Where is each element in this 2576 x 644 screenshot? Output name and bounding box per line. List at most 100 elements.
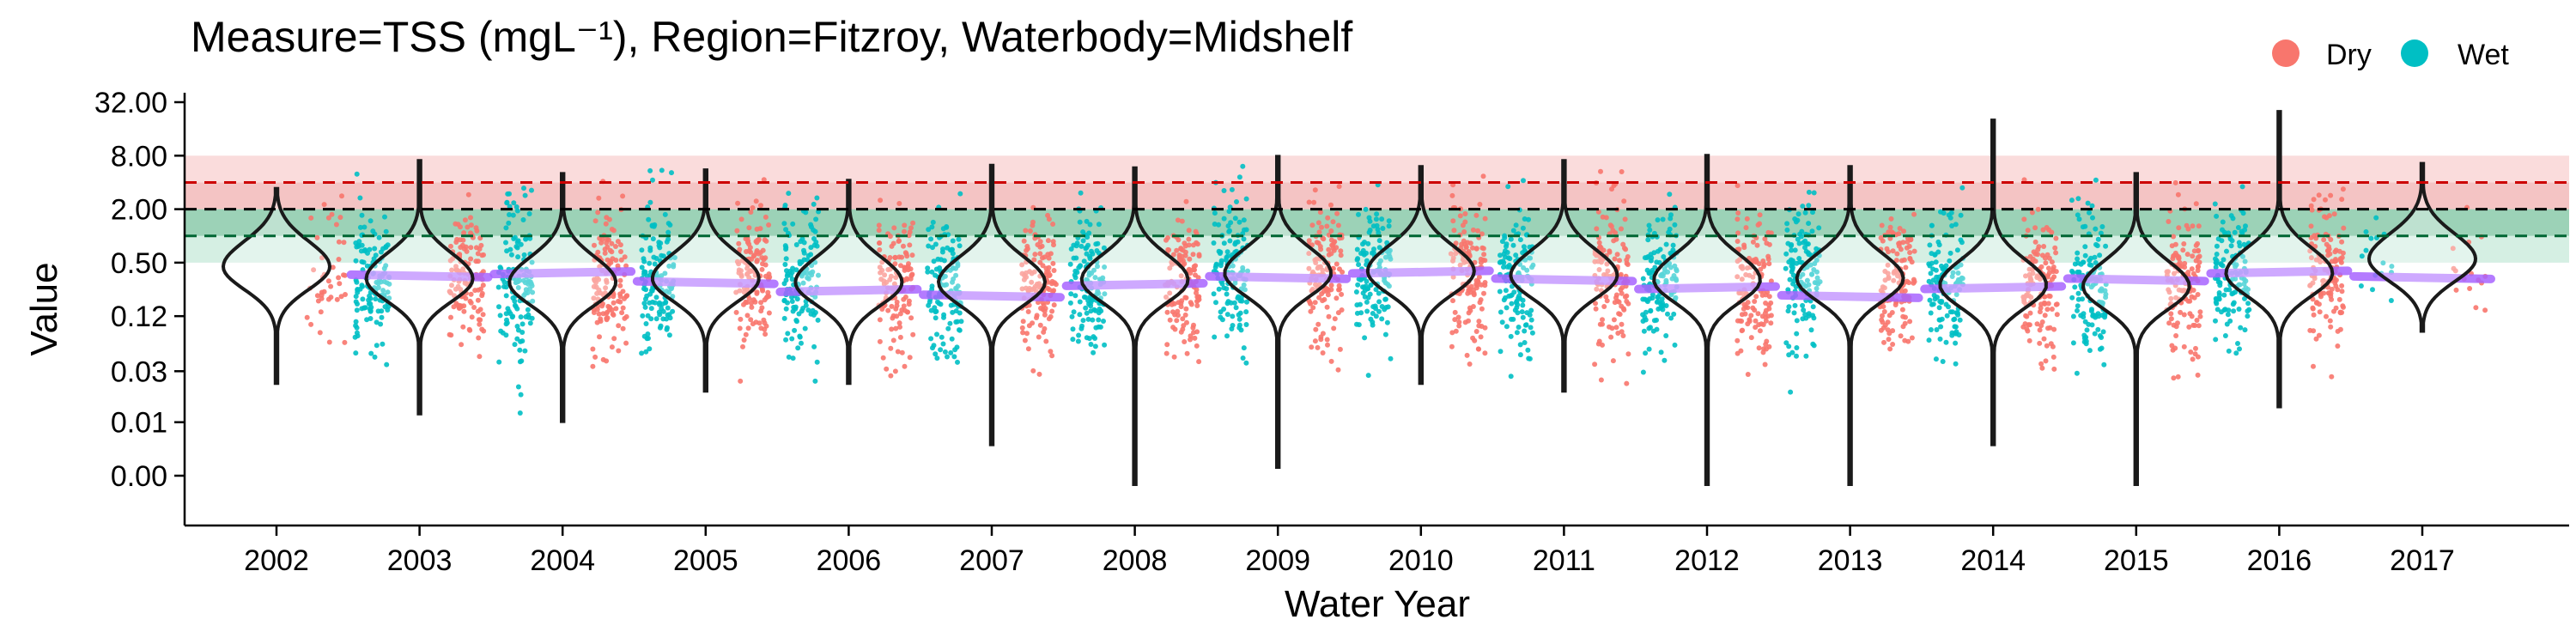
data-point xyxy=(319,255,325,261)
x-tick-label: 2004 xyxy=(530,544,595,577)
data-point xyxy=(1224,254,1230,260)
data-point xyxy=(1316,229,1322,235)
data-point xyxy=(1236,325,1242,331)
data-point xyxy=(1528,307,1534,313)
data-point xyxy=(1213,262,1219,268)
y-tick-label: 0.01 xyxy=(111,407,167,440)
data-point xyxy=(1529,330,1535,336)
data-point xyxy=(462,217,468,223)
data-point xyxy=(1605,268,1611,274)
data-point xyxy=(811,312,817,318)
data-point xyxy=(2327,251,2333,257)
data-point xyxy=(1175,217,1181,223)
data-point xyxy=(1050,222,1056,227)
data-point xyxy=(1743,225,1749,231)
data-point xyxy=(792,327,798,333)
data-point xyxy=(2363,229,2369,234)
data-point xyxy=(1084,310,1090,316)
data-point xyxy=(1313,260,1319,265)
data-point xyxy=(1880,238,1886,244)
data-point xyxy=(738,216,744,222)
data-point xyxy=(342,339,348,345)
data-point xyxy=(2190,288,2196,293)
data-point xyxy=(1514,330,1520,336)
data-point xyxy=(1227,228,1232,234)
data-point xyxy=(877,247,883,252)
data-point xyxy=(935,299,940,305)
data-point xyxy=(378,321,384,327)
data-point xyxy=(1072,275,1078,281)
data-point xyxy=(795,345,801,351)
data-point xyxy=(515,254,521,260)
data-point xyxy=(1757,212,1763,218)
data-point xyxy=(1879,222,1885,228)
data-point xyxy=(2214,301,2220,307)
data-point xyxy=(2240,210,2246,216)
data-point xyxy=(477,307,483,313)
data-point xyxy=(1794,353,1799,359)
data-point xyxy=(1075,338,1081,344)
data-point xyxy=(465,224,471,230)
data-point xyxy=(1319,291,1325,297)
data-point xyxy=(928,336,934,342)
data-point xyxy=(2076,216,2082,222)
data-point xyxy=(815,317,821,323)
data-point xyxy=(1326,313,1332,319)
data-point xyxy=(1620,241,1626,247)
data-point xyxy=(1612,256,1618,262)
data-point xyxy=(666,332,672,338)
data-point xyxy=(945,325,951,331)
data-point xyxy=(816,272,821,278)
data-point xyxy=(1233,305,1239,311)
data-point xyxy=(602,250,608,256)
data-point xyxy=(812,378,818,384)
trend-lines xyxy=(346,266,2495,302)
data-point xyxy=(896,320,902,326)
data-point xyxy=(934,355,940,361)
data-point xyxy=(1475,346,1481,352)
data-point xyxy=(1794,331,1800,337)
data-point xyxy=(1042,312,1048,318)
data-point xyxy=(1467,307,1473,313)
data-point xyxy=(596,311,602,317)
data-point xyxy=(1508,374,1514,380)
data-point xyxy=(1354,321,1359,327)
data-point xyxy=(1481,252,1487,258)
data-point xyxy=(1735,183,1741,189)
data-point xyxy=(1814,275,1820,281)
data-point xyxy=(1904,245,1910,251)
data-point xyxy=(753,319,759,325)
data-point xyxy=(1230,313,1236,319)
data-point xyxy=(2316,192,2322,198)
data-point xyxy=(793,267,799,273)
data-point xyxy=(2034,321,2040,327)
data-point xyxy=(1520,314,1526,320)
data-point xyxy=(373,252,379,258)
data-point xyxy=(1026,288,1032,293)
data-point xyxy=(762,326,768,332)
data-point xyxy=(1470,245,1475,251)
data-point xyxy=(1933,356,1939,362)
data-point xyxy=(2228,243,2234,249)
data-point xyxy=(796,311,802,317)
data-point xyxy=(2075,269,2081,275)
data-point xyxy=(955,319,960,325)
data-point xyxy=(910,331,916,337)
data-point xyxy=(948,302,954,308)
data-point xyxy=(468,215,473,221)
data-point xyxy=(1513,222,1519,228)
violin-2010 xyxy=(1365,165,1476,386)
data-point xyxy=(1216,222,1222,228)
data-point xyxy=(379,314,385,320)
data-point xyxy=(1084,245,1090,251)
data-point xyxy=(338,294,344,300)
data-point xyxy=(2095,326,2101,332)
data-point xyxy=(2197,313,2203,319)
data-point xyxy=(529,315,535,321)
data-point xyxy=(908,315,914,321)
data-point xyxy=(1607,249,1613,255)
data-point xyxy=(318,309,324,315)
data-point xyxy=(801,247,806,253)
data-point xyxy=(1194,329,1200,335)
data-point xyxy=(1473,246,1479,252)
